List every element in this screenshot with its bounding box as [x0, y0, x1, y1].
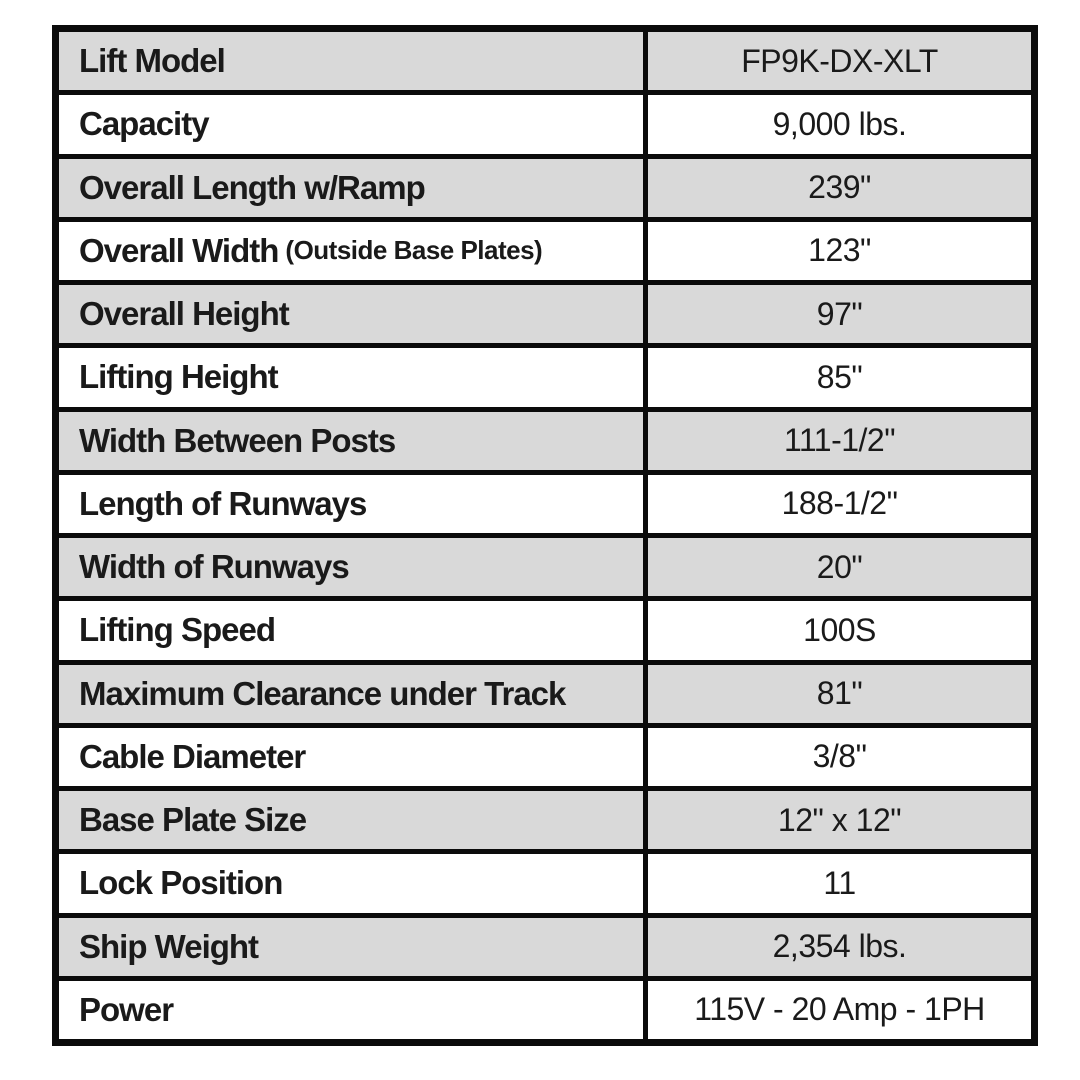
spec-name: Capacity: [79, 105, 210, 143]
table-row: Overall Length w/Ramp 239": [59, 158, 1031, 222]
spec-value: 188-1/2": [781, 485, 898, 522]
spec-name: Overall Height: [79, 295, 290, 333]
spec-name: Overall Width: [79, 231, 279, 269]
spec-value: 85": [816, 358, 863, 395]
spec-name: Cable Diameter: [79, 737, 306, 775]
spec-value: 115V - 20 Amp - 1PH: [694, 991, 985, 1028]
spec-name: Maximum Clearance under Track: [79, 674, 566, 712]
table-row: Lifting Height 85": [59, 348, 1031, 412]
spec-value: 97": [648, 285, 1031, 344]
table-row: Maximum Clearance under Track 81": [59, 664, 1031, 728]
spec-value: 12" x 12": [648, 791, 1031, 850]
spec-value: 111-1/2": [648, 411, 1031, 470]
lift-specification-table: Lift Model FP9K-DX-XLT Capacity 9,000 lb…: [52, 25, 1038, 1046]
spec-value: 3/8": [812, 738, 867, 775]
table-row: Width Between Posts 111-1/2": [59, 411, 1031, 475]
spec-name: Overall Length w/Ramp: [79, 168, 426, 206]
spec-value: 81": [648, 664, 1031, 723]
table-row: Width of Runways 20": [59, 538, 1031, 602]
table-row: Lifting Speed 100S: [59, 601, 1031, 665]
table-row: Lock Position 11: [59, 854, 1031, 918]
spec-name: Length of Runways: [79, 484, 367, 522]
table-row: Cable Diameter 3/8": [59, 727, 1031, 791]
table-row: Length of Runways 188-1/2": [59, 474, 1031, 538]
spec-value: 20": [648, 538, 1031, 597]
table-row: Base Plate Size 12" x 12": [59, 791, 1031, 855]
spec-name: Base Plate Size: [79, 801, 307, 839]
spec-name: Lock Position: [79, 864, 283, 902]
table-row: Overall Height 97": [59, 285, 1031, 349]
table-row: Lift Model FP9K-DX-XLT: [59, 32, 1031, 96]
table-row: Power 115V - 20 Amp - 1PH: [59, 980, 1031, 1039]
spec-name: Power: [79, 990, 174, 1028]
spec-name: Width Between Posts: [79, 421, 396, 459]
table-row: Ship Weight 2,354 lbs.: [59, 917, 1031, 981]
spec-name: Lifting Speed: [79, 611, 276, 649]
spec-value: 239": [648, 158, 1031, 217]
table-row: Overall Width (Outside Base Plates) 123": [59, 221, 1031, 285]
spec-value: 9,000 lbs.: [772, 105, 907, 142]
spec-name: Lifting Height: [79, 358, 279, 396]
spec-name: Width of Runways: [79, 548, 350, 586]
spec-value: 2,354 lbs.: [648, 917, 1031, 976]
spec-value: 100S: [803, 611, 876, 648]
spec-value: 123": [808, 232, 871, 269]
spec-name-note: (Outside Base Plates): [285, 235, 543, 266]
table-row: Capacity 9,000 lbs.: [59, 95, 1031, 159]
spec-name: Ship Weight: [79, 927, 259, 965]
spec-name: Lift Model: [79, 42, 226, 80]
spec-value: 11: [823, 864, 856, 901]
spec-value: FP9K-DX-XLT: [648, 32, 1031, 91]
